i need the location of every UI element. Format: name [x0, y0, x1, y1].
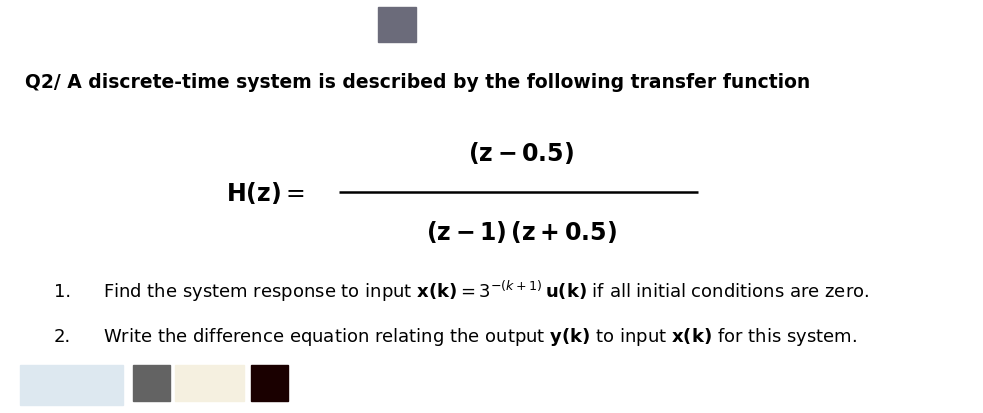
Bar	[175, 366, 244, 401]
Text: $\mathbf{H(z)}=$: $\mathbf{H(z)}=$	[226, 179, 305, 205]
Text: Write the difference equation relating the output $\mathbf{y(k)}$ to input $\mat: Write the difference equation relating t…	[103, 325, 857, 348]
Text: Find the system response to input $\mathbf{x(k)}=3^{-(k+1)}\,\mathbf{u(k)}$ if a: Find the system response to input $\math…	[103, 279, 869, 304]
Text: 2.: 2.	[54, 328, 72, 346]
Bar	[251, 366, 288, 401]
Bar	[378, 8, 416, 43]
Text: 1.: 1.	[54, 282, 71, 300]
Text: Q2/ A discrete-time system is described by the following transfer function: Q2/ A discrete-time system is described …	[25, 73, 810, 92]
Text: $\mathbf{(z-0.5)}$: $\mathbf{(z-0.5)}$	[468, 140, 574, 166]
Bar	[133, 366, 170, 401]
Text: $\mathbf{(z-1)\,(z+0.5)}$: $\mathbf{(z-1)\,(z+0.5)}$	[426, 218, 616, 244]
Bar	[20, 366, 123, 405]
